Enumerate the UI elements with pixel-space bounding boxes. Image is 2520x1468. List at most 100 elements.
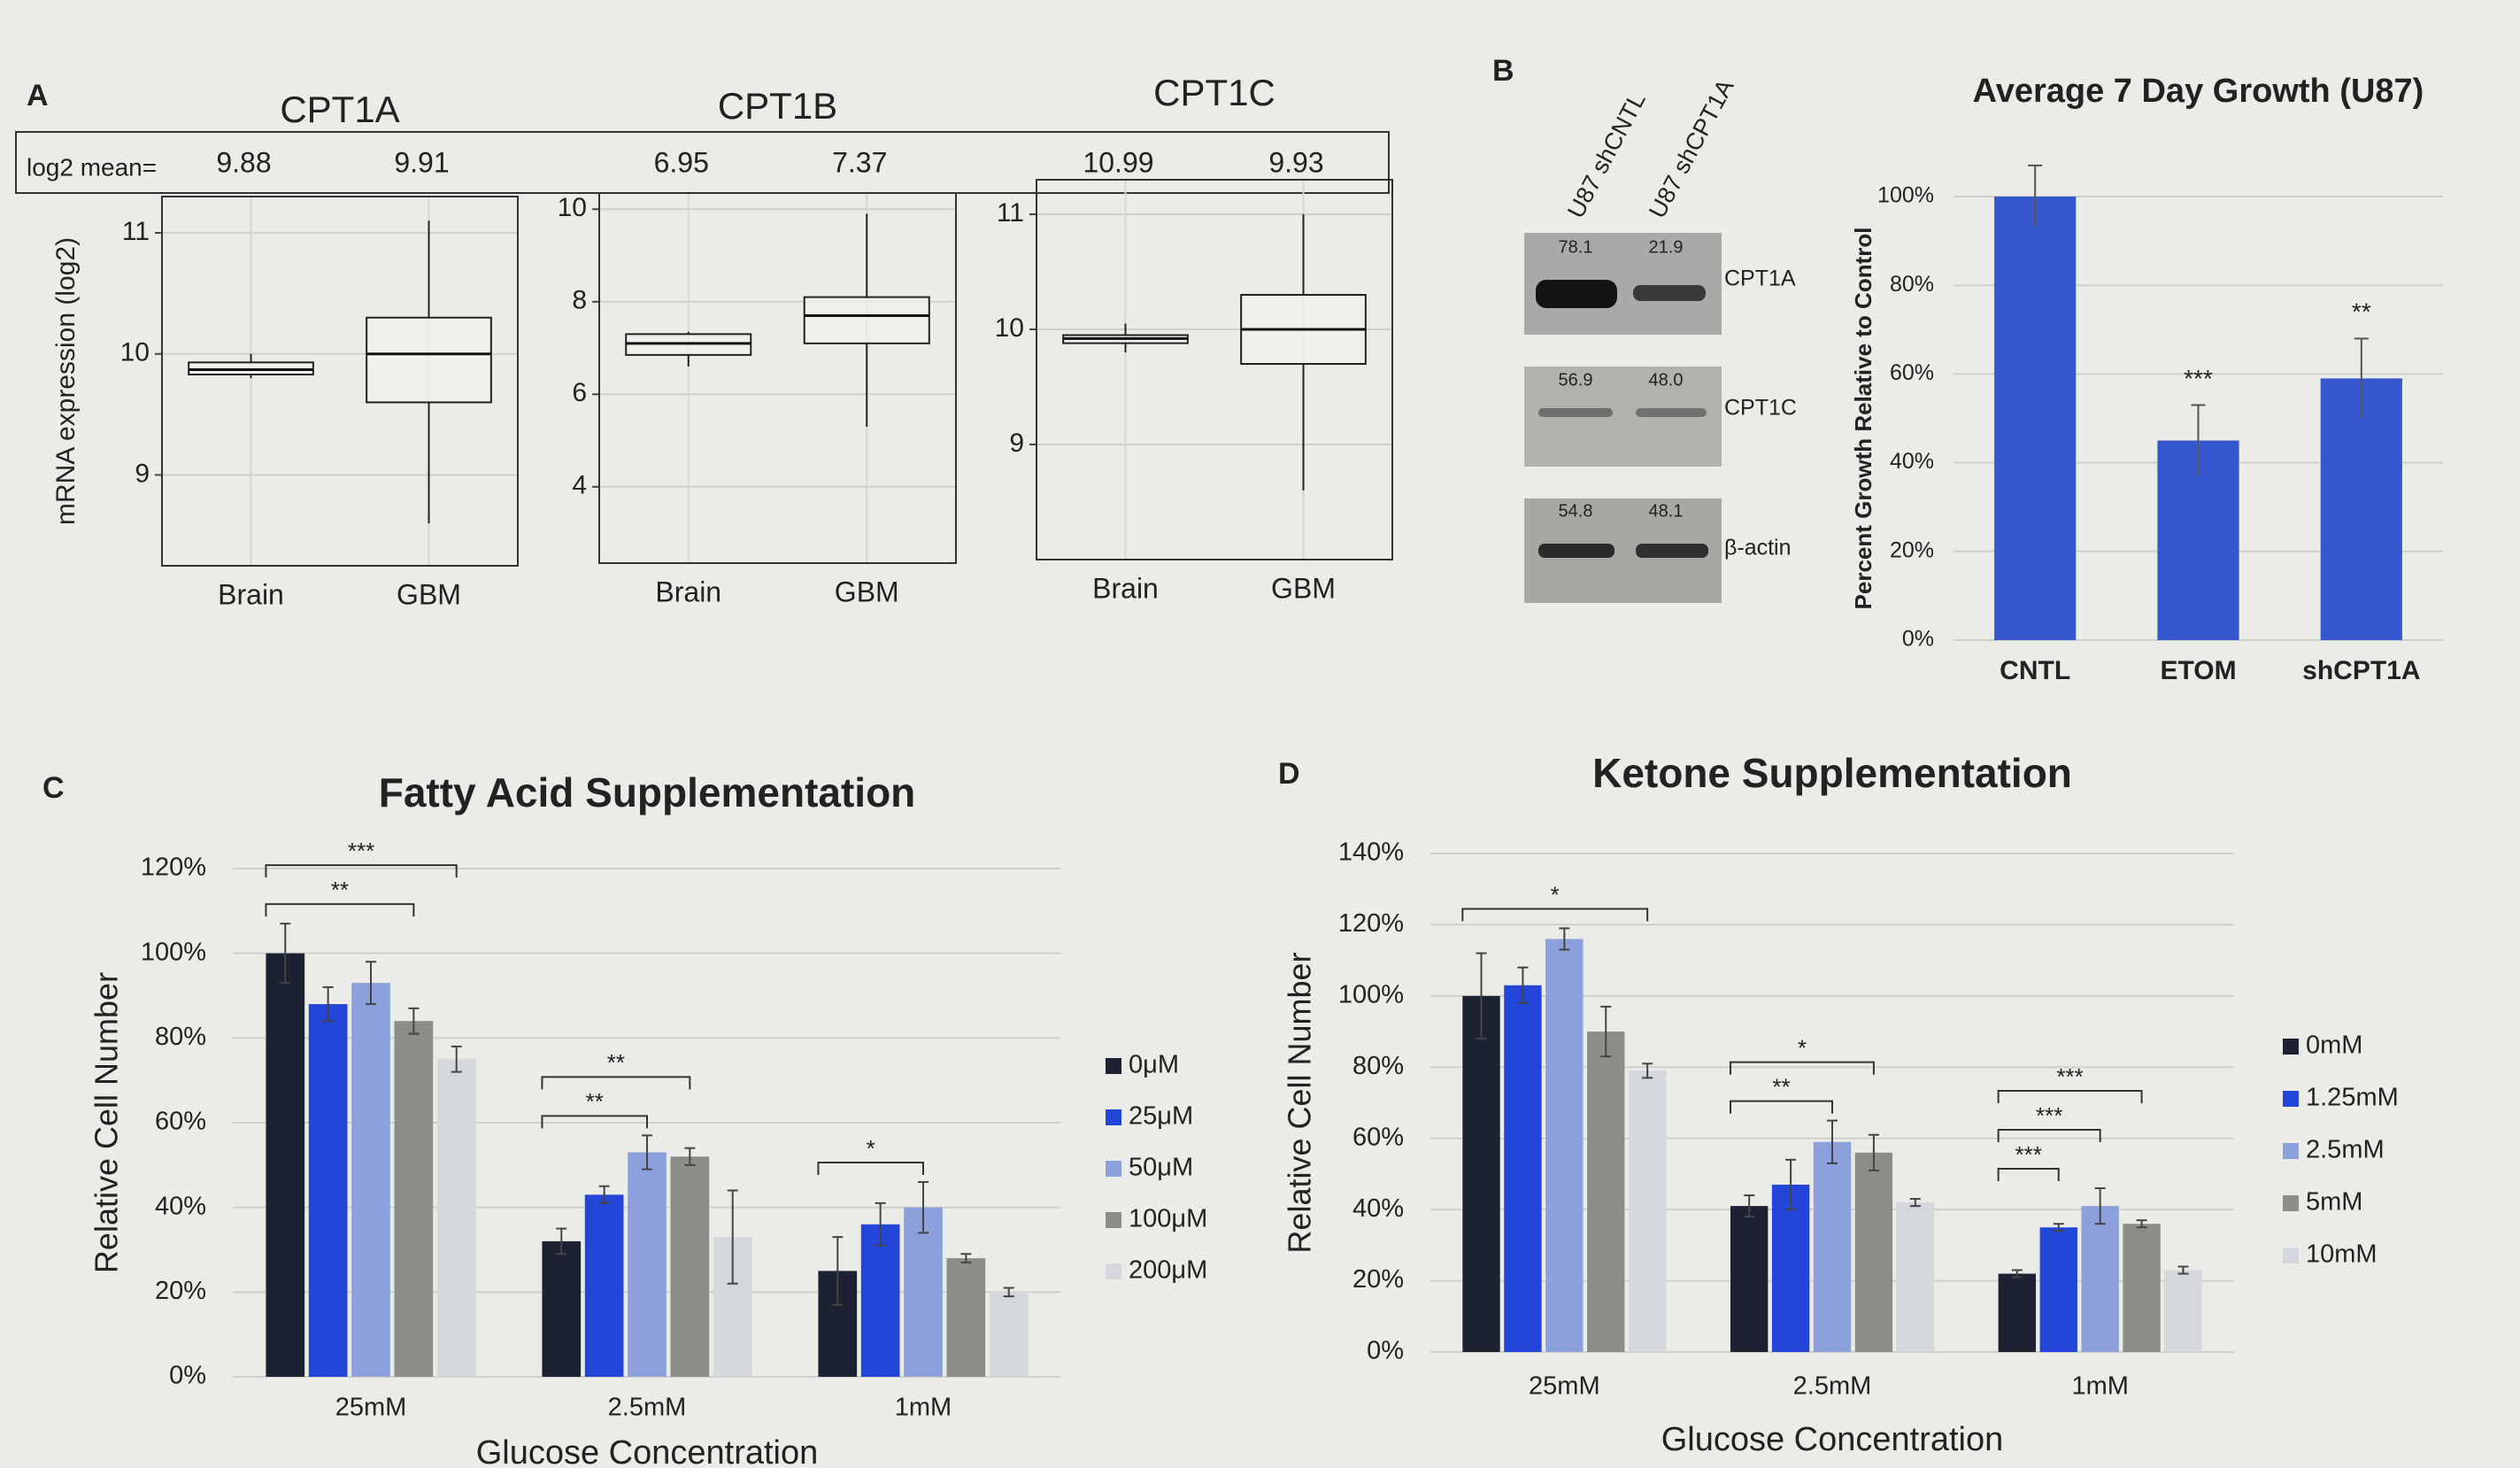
significance: * (1551, 881, 1560, 908)
x-tick-label: CNTL (2000, 656, 2070, 685)
significance: *** (2184, 365, 2213, 392)
legend-label: 50μM (1129, 1154, 1193, 1182)
y-axis-label: mRNA expression (log2) (51, 237, 81, 525)
x-tick-label: 1mM (895, 1394, 952, 1422)
band-name: CPT1C (1724, 396, 1797, 421)
y-tick-label: 0% (1367, 1337, 1404, 1365)
y-tick-label: 0% (1902, 627, 1934, 652)
significance: ** (586, 1088, 604, 1115)
y-tick-label: 10 (120, 338, 150, 367)
chart-title: CPT1A (280, 89, 399, 130)
y-tick-label: 40% (1890, 449, 1934, 474)
significance-bracket (1997, 1090, 2143, 1104)
y-tick-label: 6 (572, 378, 587, 407)
legend-swatch (2283, 1248, 2299, 1263)
bar (1813, 1141, 1852, 1352)
blot-band (1536, 280, 1617, 308)
y-tick-label: 0% (169, 1362, 206, 1390)
bar (989, 1292, 1029, 1377)
bar (628, 1152, 667, 1377)
legend-swatch (2283, 1195, 2299, 1211)
legend-label: 10mM (2306, 1240, 2377, 1269)
legend-label: 25μM (1129, 1102, 1193, 1131)
y-tick-label: 100% (1877, 183, 1934, 208)
y-tick-label: 80% (1352, 1052, 1404, 1080)
y-tick-label: 40% (155, 1192, 206, 1220)
significance-bracket (817, 1161, 924, 1175)
x-tick-label: Brain (1092, 572, 1159, 604)
y-tick-label: 4 (572, 471, 587, 500)
band-quant: 54.8 (1559, 501, 1593, 521)
significance: *** (2036, 1102, 2062, 1129)
y-tick-label: 20% (155, 1277, 206, 1305)
legend-label: 200μM (1129, 1256, 1207, 1285)
legend-label: 5mM (2306, 1188, 2362, 1217)
significance-bracket (1729, 1100, 1833, 1114)
band-quant: 48.1 (1649, 501, 1684, 521)
y-tick-label: 40% (1352, 1194, 1404, 1223)
legend-label: 2.5mM (2306, 1136, 2385, 1164)
legend-label: 0mM (2306, 1031, 2362, 1060)
bar (1854, 1152, 1893, 1352)
y-tick-label: 20% (1352, 1265, 1404, 1294)
bar (1896, 1202, 1935, 1352)
y-tick-label: 60% (1352, 1123, 1404, 1151)
box (366, 316, 492, 404)
y-tick-label: 100% (141, 938, 206, 966)
y-tick-label: 60% (1890, 360, 1934, 385)
bar (1771, 1184, 1810, 1352)
legend-label: 1.25mM (2306, 1084, 2399, 1112)
bar (1545, 939, 1584, 1352)
chart-title: Fatty Acid Supplementation (379, 769, 916, 815)
significance-bracket (265, 864, 458, 878)
y-tick-label: 9 (135, 459, 150, 488)
bar (266, 953, 305, 1377)
significance-bracket (1461, 908, 1649, 922)
band-quant: 78.1 (1559, 237, 1593, 257)
panel-label: D (1278, 757, 1300, 791)
plot-frame (161, 196, 519, 567)
x-tick-label: ETOM (2160, 656, 2236, 685)
band-name: CPT1A (1724, 267, 1796, 291)
y-tick-label: 10 (558, 193, 587, 222)
blot-band (1633, 285, 1706, 301)
legend-swatch (2283, 1143, 2299, 1159)
y-tick-label: 120% (1338, 909, 1404, 938)
bar (2164, 1270, 2202, 1352)
plot-frame (598, 192, 957, 564)
y-tick-label: 8 (572, 286, 587, 315)
mean-value: 9.91 (394, 146, 449, 178)
mean-label: log2 mean= (27, 153, 157, 181)
mean-value: 9.88 (216, 146, 271, 178)
bar (904, 1207, 943, 1377)
band-name: β-actin (1724, 536, 1792, 560)
legend-swatch (2283, 1039, 2299, 1055)
significance: ** (331, 877, 349, 903)
y-tick-label: 11 (122, 217, 150, 246)
chart-title: CPT1C (1153, 72, 1275, 113)
significance: *** (348, 838, 374, 864)
y-tick-label: 10 (995, 313, 1024, 343)
y-tick-label: 60% (155, 1108, 206, 1136)
plot-frame (1036, 179, 1393, 560)
significance-bracket (1729, 1061, 1875, 1075)
bar (1504, 985, 1542, 1352)
panel-label: A (27, 79, 49, 112)
y-tick-label: 11 (997, 198, 1024, 228)
x-tick-label: Brain (218, 578, 284, 610)
significance-bracket (541, 1076, 691, 1090)
mean-value: 10.99 (1083, 146, 1153, 178)
bar (946, 1258, 986, 1377)
x-tick-label: 1mM (2071, 1372, 2128, 1401)
x-tick-label: GBM (397, 578, 461, 610)
y-tick-label: 100% (1338, 981, 1404, 1009)
mean-value: 6.95 (654, 146, 709, 178)
band-quant: 48.0 (1649, 370, 1684, 390)
significance-bracket (1997, 1129, 2101, 1143)
bar (1628, 1070, 1667, 1352)
y-tick-label: 80% (1890, 272, 1934, 297)
legend-swatch (1106, 1212, 1121, 1228)
y-axis-label: Percent Growth Relative to Control (1850, 228, 1877, 610)
bar (2039, 1227, 2077, 1352)
significance-bracket (541, 1115, 648, 1129)
